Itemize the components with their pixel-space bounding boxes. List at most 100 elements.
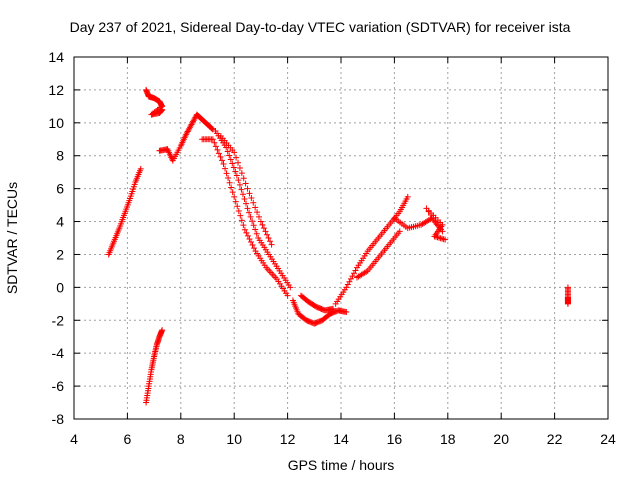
- y-tick-label: 4: [56, 214, 64, 230]
- y-tick-label: -4: [52, 345, 65, 361]
- x-tick-label: 8: [177, 431, 185, 447]
- data-point: [268, 241, 275, 248]
- x-tick-label: 16: [387, 431, 403, 447]
- data-point: [235, 207, 242, 214]
- data-point: [329, 305, 336, 312]
- data-point: [227, 156, 234, 163]
- data-point: [244, 205, 251, 212]
- data-point: [232, 198, 239, 205]
- y-tick-label: -6: [52, 378, 65, 394]
- series-isolated-22h: [564, 284, 571, 307]
- data-points: [105, 86, 571, 406]
- data-point: [254, 209, 261, 216]
- data-point: [223, 170, 230, 177]
- series-late-plateau: [391, 205, 449, 243]
- data-point: [252, 204, 259, 211]
- data-point: [214, 146, 221, 153]
- x-tick-label: 10: [226, 431, 242, 447]
- data-point: [396, 228, 403, 235]
- data-point: [212, 143, 219, 150]
- data-point: [218, 157, 225, 164]
- data-point: [253, 230, 260, 237]
- data-point: [260, 225, 267, 232]
- data-point: [249, 242, 256, 249]
- data-point: [284, 292, 291, 299]
- data-point: [137, 165, 144, 172]
- y-tick-label: 10: [48, 115, 64, 131]
- data-point: [229, 160, 236, 167]
- data-point: [159, 327, 166, 334]
- data-point: [240, 222, 247, 229]
- x-tick-label: 12: [280, 431, 296, 447]
- grid-lines: [73, 56, 609, 420]
- y-tick-labels: -8 -6 -4 -2 0 2 4 6 8 10 12 14: [48, 49, 64, 427]
- data-point: [240, 175, 247, 182]
- data-point: [236, 164, 243, 171]
- series-descent-c: [217, 132, 275, 248]
- x-tick-label: 20: [493, 431, 509, 447]
- data-point: [236, 181, 243, 188]
- series-main-arc: [105, 165, 144, 258]
- data-point: [209, 125, 216, 132]
- data-point: [249, 218, 256, 225]
- data-point: [209, 136, 216, 143]
- data-point: [229, 189, 236, 196]
- data-point: [243, 200, 250, 207]
- data-point: [247, 238, 254, 245]
- data-point: [262, 228, 269, 235]
- data-point: [259, 221, 266, 228]
- y-tick-label: 6: [56, 181, 64, 197]
- series-trough: [289, 297, 350, 327]
- data-point: [231, 149, 238, 156]
- data-point: [287, 284, 294, 291]
- data-point: [247, 213, 254, 220]
- data-point: [233, 172, 240, 179]
- data-point: [267, 238, 274, 245]
- data-point: [232, 168, 239, 175]
- x-tick-labels: 4 6 8 10 12 14 16 18 20 22 24: [70, 431, 616, 447]
- data-point: [222, 165, 229, 172]
- data-point: [235, 159, 242, 166]
- data-point: [235, 177, 242, 184]
- chart-title: Day 237 of 2021, Sidereal Day-to-day VTE…: [69, 19, 571, 35]
- x-tick-label: 24: [600, 431, 616, 447]
- data-point: [238, 186, 245, 193]
- data-point: [257, 218, 264, 225]
- y-axis-label: SDTVAR / TECUs: [4, 181, 20, 295]
- data-point: [159, 106, 166, 113]
- series-trough-upper: [297, 292, 336, 314]
- plot-frame: [73, 56, 609, 420]
- data-point: [243, 229, 250, 236]
- data-point: [224, 148, 231, 155]
- y-tick-label: 8: [56, 148, 64, 164]
- series-rise-afternoon-b: [354, 228, 403, 281]
- data-point: [230, 164, 237, 171]
- y-tick-label: 2: [56, 246, 64, 262]
- data-point: [226, 179, 233, 186]
- series-low-track: [143, 327, 166, 406]
- data-point: [248, 195, 255, 202]
- x-tick-label: 22: [547, 431, 563, 447]
- data-point: [241, 195, 248, 202]
- data-point: [246, 190, 253, 197]
- data-point: [234, 203, 241, 210]
- data-point: [250, 199, 257, 206]
- data-point: [442, 236, 449, 243]
- data-point: [246, 209, 253, 216]
- data-point: [404, 193, 411, 200]
- data-point: [238, 217, 245, 224]
- data-point: [251, 245, 258, 252]
- y-tick-label: 12: [48, 82, 64, 98]
- data-point: [252, 226, 259, 233]
- data-point: [242, 180, 249, 187]
- data-point: [250, 222, 257, 229]
- data-point: [226, 152, 233, 159]
- data-point: [220, 160, 227, 167]
- data-point: [246, 235, 253, 242]
- x-tick-label: 18: [440, 431, 456, 447]
- data-point: [237, 212, 244, 219]
- data-point: [238, 170, 245, 177]
- data-point: [225, 175, 232, 182]
